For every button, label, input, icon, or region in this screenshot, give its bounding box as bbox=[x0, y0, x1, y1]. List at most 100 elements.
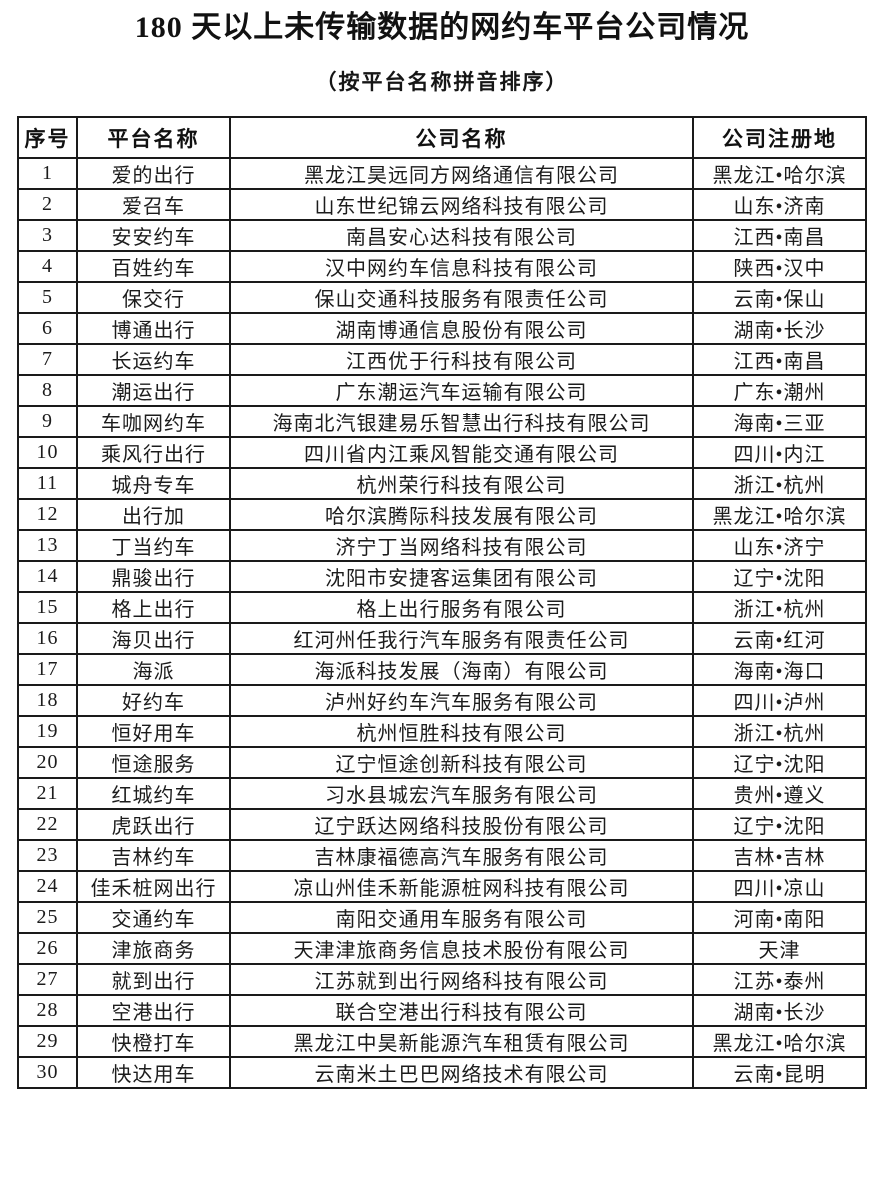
table-row: 7 长运约车 江西优于行科技有限公司 江西•南昌 bbox=[17, 343, 867, 376]
cell-serial-number: 23 bbox=[17, 839, 78, 872]
cell-company-name: 习水县城宏汽车服务有限公司 bbox=[229, 777, 694, 810]
cell-company-name: 山东世纪锦云网络科技有限公司 bbox=[229, 188, 694, 221]
cell-serial-number: 5 bbox=[17, 281, 78, 314]
cell-company-name: 广东潮运汽车运输有限公司 bbox=[229, 374, 694, 407]
cell-platform-name: 海贝出行 bbox=[76, 622, 231, 655]
cell-registration-place: 四川•凉山 bbox=[692, 870, 867, 903]
cell-registration-place: 四川•泸州 bbox=[692, 684, 867, 717]
cell-company-name: 黑龙江昊远同方网络通信有限公司 bbox=[229, 157, 694, 190]
cell-serial-number: 13 bbox=[17, 529, 78, 562]
cell-registration-place: 海南•三亚 bbox=[692, 405, 867, 438]
cell-registration-place: 江西•南昌 bbox=[692, 343, 867, 376]
cell-serial-number: 11 bbox=[17, 467, 78, 500]
cell-serial-number: 26 bbox=[17, 932, 78, 965]
cell-platform-name: 安安约车 bbox=[76, 219, 231, 252]
cell-platform-name: 恒途服务 bbox=[76, 746, 231, 779]
header-platform-name: 平台名称 bbox=[76, 116, 231, 159]
cell-platform-name: 城舟专车 bbox=[76, 467, 231, 500]
cell-registration-place: 辽宁•沈阳 bbox=[692, 808, 867, 841]
cell-platform-name: 恒好用车 bbox=[76, 715, 231, 748]
cell-platform-name: 红城约车 bbox=[76, 777, 231, 810]
cell-company-name: 济宁丁当网络科技有限公司 bbox=[229, 529, 694, 562]
cell-platform-name: 空港出行 bbox=[76, 994, 231, 1027]
cell-company-name: 杭州荣行科技有限公司 bbox=[229, 467, 694, 500]
cell-serial-number: 22 bbox=[17, 808, 78, 841]
cell-company-name: 吉林康福德高汽车服务有限公司 bbox=[229, 839, 694, 872]
cell-serial-number: 29 bbox=[17, 1025, 78, 1058]
table-row: 2 爱召车 山东世纪锦云网络科技有限公司 山东•济南 bbox=[17, 188, 867, 221]
table-row: 9 车咖网约车 海南北汽银建易乐智慧出行科技有限公司 海南•三亚 bbox=[17, 405, 867, 438]
cell-serial-number: 10 bbox=[17, 436, 78, 469]
cell-company-name: 南昌安心达科技有限公司 bbox=[229, 219, 694, 252]
cell-platform-name: 百姓约车 bbox=[76, 250, 231, 283]
header-company-name: 公司名称 bbox=[229, 116, 694, 159]
cell-company-name: 辽宁恒途创新科技有限公司 bbox=[229, 746, 694, 779]
cell-registration-place: 云南•红河 bbox=[692, 622, 867, 655]
cell-registration-place: 海南•海口 bbox=[692, 653, 867, 686]
cell-serial-number: 4 bbox=[17, 250, 78, 283]
cell-serial-number: 7 bbox=[17, 343, 78, 376]
cell-registration-place: 云南•保山 bbox=[692, 281, 867, 314]
cell-serial-number: 16 bbox=[17, 622, 78, 655]
cell-registration-place: 云南•昆明 bbox=[692, 1056, 867, 1089]
cell-company-name: 南阳交通用车服务有限公司 bbox=[229, 901, 694, 934]
cell-company-name: 湖南博通信息股份有限公司 bbox=[229, 312, 694, 345]
cell-serial-number: 9 bbox=[17, 405, 78, 438]
cell-platform-name: 出行加 bbox=[76, 498, 231, 531]
cell-platform-name: 快橙打车 bbox=[76, 1025, 231, 1058]
cell-serial-number: 17 bbox=[17, 653, 78, 686]
cell-platform-name: 博通出行 bbox=[76, 312, 231, 345]
cell-registration-place: 河南•南阳 bbox=[692, 901, 867, 934]
table-row: 6 博通出行 湖南博通信息股份有限公司 湖南•长沙 bbox=[17, 312, 867, 345]
cell-registration-place: 江西•南昌 bbox=[692, 219, 867, 252]
cell-company-name: 红河州任我行汽车服务有限责任公司 bbox=[229, 622, 694, 655]
cell-company-name: 格上出行服务有限公司 bbox=[229, 591, 694, 624]
cell-company-name: 汉中网约车信息科技有限公司 bbox=[229, 250, 694, 283]
platform-table: 序号 平台名称 公司名称 公司注册地 1 爱的出行 黑龙江昊远同方网络通信有限公司黑… bbox=[17, 116, 867, 1089]
table-header-row: 序号 平台名称 公司名称 公司注册地 bbox=[17, 116, 867, 159]
table-row: 20 恒途服务 辽宁恒途创新科技有限公司 辽宁•沈阳 bbox=[17, 746, 867, 779]
cell-company-name: 哈尔滨腾际科技发展有限公司 bbox=[229, 498, 694, 531]
table-row: 10 乘风行出行 四川省内江乘风智能交通有限公司 四川•内江 bbox=[17, 436, 867, 469]
cell-registration-place: 辽宁•沈阳 bbox=[692, 746, 867, 779]
cell-platform-name: 虎跃出行 bbox=[76, 808, 231, 841]
page-title: 180 天以上未传输数据的网约车平台公司情况 bbox=[134, 11, 750, 44]
cell-platform-name: 乘风行出行 bbox=[76, 436, 231, 469]
table-row: 4 百姓约车 汉中网约车信息科技有限公司 陕西•汉中 bbox=[17, 250, 867, 283]
cell-platform-name: 津旅商务 bbox=[76, 932, 231, 965]
table-row: 18 好约车 泸州好约车汽车服务有限公司 四川•泸州 bbox=[17, 684, 867, 717]
cell-company-name: 江西优于行科技有限公司 bbox=[229, 343, 694, 376]
header-serial-number: 序号 bbox=[17, 116, 78, 159]
table-row: 26 津旅商务 天津津旅商务信息技术股份有限公司 天津 bbox=[17, 932, 867, 965]
cell-serial-number: 8 bbox=[17, 374, 78, 407]
cell-registration-place: 黑龙江•哈尔滨 bbox=[692, 498, 867, 531]
cell-serial-number: 28 bbox=[17, 994, 78, 1027]
cell-serial-number: 18 bbox=[17, 684, 78, 717]
table-row: 23 吉林约车 吉林康福德高汽车服务有限公司 吉林•吉林 bbox=[17, 839, 867, 872]
cell-serial-number: 12 bbox=[17, 498, 78, 531]
cell-platform-name: 吉林约车 bbox=[76, 839, 231, 872]
cell-company-name: 江苏就到出行网络科技有限公司 bbox=[229, 963, 694, 996]
cell-registration-place: 江苏•泰州 bbox=[692, 963, 867, 996]
cell-serial-number: 14 bbox=[17, 560, 78, 593]
cell-serial-number: 24 bbox=[17, 870, 78, 903]
cell-serial-number: 2 bbox=[17, 188, 78, 221]
cell-registration-place: 天津 bbox=[692, 932, 867, 965]
cell-company-name: 天津津旅商务信息技术股份有限公司 bbox=[229, 932, 694, 965]
cell-company-name: 凉山州佳禾新能源桩网科技有限公司 bbox=[229, 870, 694, 903]
cell-company-name: 杭州恒胜科技有限公司 bbox=[229, 715, 694, 748]
cell-registration-place: 黑龙江•哈尔滨 bbox=[692, 1025, 867, 1058]
cell-registration-place: 陕西•汉中 bbox=[692, 250, 867, 283]
cell-registration-place: 辽宁•沈阳 bbox=[692, 560, 867, 593]
cell-serial-number: 15 bbox=[17, 591, 78, 624]
cell-registration-place: 山东•济宁 bbox=[692, 529, 867, 562]
cell-platform-name: 快达用车 bbox=[76, 1056, 231, 1089]
table-row: 13 丁当约车 济宁丁当网络科技有限公司 山东•济宁 bbox=[17, 529, 867, 562]
cell-platform-name: 潮运出行 bbox=[76, 374, 231, 407]
cell-company-name: 保山交通科技服务有限责任公司 bbox=[229, 281, 694, 314]
cell-platform-name: 格上出行 bbox=[76, 591, 231, 624]
table-row: 14 鼎骏出行 沈阳市安捷客运集团有限公司 辽宁•沈阳 bbox=[17, 560, 867, 593]
table-row: 21 红城约车 习水县城宏汽车服务有限公司 贵州•遵义 bbox=[17, 777, 867, 810]
cell-registration-place: 吉林•吉林 bbox=[692, 839, 867, 872]
